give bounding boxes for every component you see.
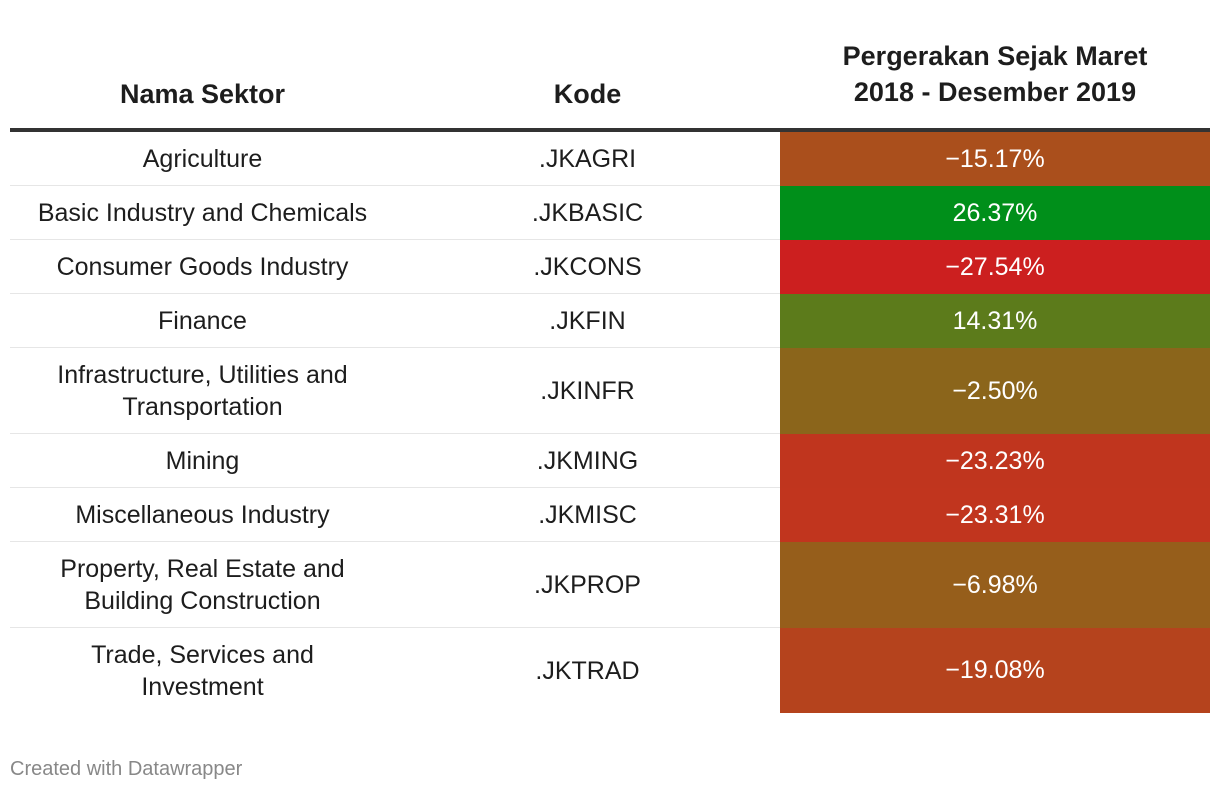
cell-code: .JKMISC bbox=[395, 487, 780, 542]
table-row: Finance .JKFIN 14.31% bbox=[10, 293, 1210, 348]
cell-movement: −15.17% bbox=[780, 130, 1210, 186]
cell-code: .JKPROP bbox=[395, 541, 780, 628]
cell-sector-name: Infrastructure, Utilities and Transporta… bbox=[10, 347, 395, 434]
cell-sector-name: Trade, Services and Investment bbox=[91, 640, 314, 701]
cell-movement: −23.23% bbox=[780, 433, 1210, 488]
cell-code: .JKAGRI bbox=[395, 130, 780, 186]
cell-movement: 14.31% bbox=[780, 293, 1210, 348]
sector-table-container: Nama Sektor Kode Pergerakan Sejak Maret … bbox=[10, 38, 1210, 713]
cell-sector-name: Consumer Goods Industry bbox=[10, 239, 395, 294]
cell-sector-name: Agriculture bbox=[10, 130, 395, 186]
table-row: Basic Industry and Chemicals .JKBASIC 26.3… bbox=[10, 185, 1210, 240]
table-row: Consumer Goods Industry .JKCONS −27.54% bbox=[10, 239, 1210, 294]
cell-sector-name: Basic Industry and Chemicals bbox=[10, 185, 395, 240]
table-row: Infrastructure, Utilities and Transporta… bbox=[10, 347, 1210, 434]
table-row: Mining .JKMING −23.23% bbox=[10, 433, 1210, 488]
cell-movement: 26.37% bbox=[780, 185, 1210, 240]
cell-movement: −27.54% bbox=[780, 239, 1210, 294]
cell-code: .JKBASIC bbox=[395, 185, 780, 240]
table-header-row: Nama Sektor Kode Pergerakan Sejak Maret … bbox=[10, 38, 1210, 132]
cell-movement: −19.08% bbox=[780, 627, 1210, 713]
cell-code: .JKCONS bbox=[395, 239, 780, 294]
cell-code: .JKTRAD bbox=[535, 656, 640, 685]
cell-sector-name: Finance bbox=[10, 293, 395, 348]
cell-movement: −23.31% bbox=[780, 487, 1210, 542]
header-movement-line-2: 2018 - Desember 2019 bbox=[853, 77, 1137, 107]
cell-sector-name: Miscellaneous Industry bbox=[10, 487, 395, 542]
cell-code: .JKFIN bbox=[395, 293, 780, 348]
sector-table: Nama Sektor Kode Pergerakan Sejak Maret … bbox=[10, 38, 1210, 713]
datawrapper-credit: Created with Datawrapper bbox=[10, 758, 243, 780]
header-movement[interactable]: Pergerakan Sejak Maret 2018 - Desember 2… bbox=[780, 38, 1210, 132]
cell-code: .JKMING bbox=[395, 433, 780, 488]
cell-sector-name: Mining bbox=[10, 433, 395, 488]
cell-code: .JKINFR bbox=[395, 347, 780, 434]
cell-sector-name: Property, Real Estate and Building Const… bbox=[10, 541, 395, 628]
table-row: Agriculture .JKAGRI −15.17% bbox=[10, 130, 1210, 186]
header-code[interactable]: Kode bbox=[395, 38, 780, 132]
table-row: Property, Real Estate and Building Const… bbox=[10, 541, 1210, 628]
cell-movement: −6.98% bbox=[780, 541, 1210, 628]
table-row: Trade, Services and Investment .JKTRAD −19… bbox=[10, 627, 1210, 713]
table-body: Agriculture .JKAGRI −15.17% Basic Industry … bbox=[10, 130, 1210, 713]
header-sector-name[interactable]: Nama Sektor bbox=[10, 38, 395, 132]
header-movement-line-1: Pergerakan Sejak Maret bbox=[842, 41, 1148, 71]
table-row: Miscellaneous Industry .JKMISC −23.31% bbox=[10, 487, 1210, 542]
cell-movement: −2.50% bbox=[780, 347, 1210, 434]
